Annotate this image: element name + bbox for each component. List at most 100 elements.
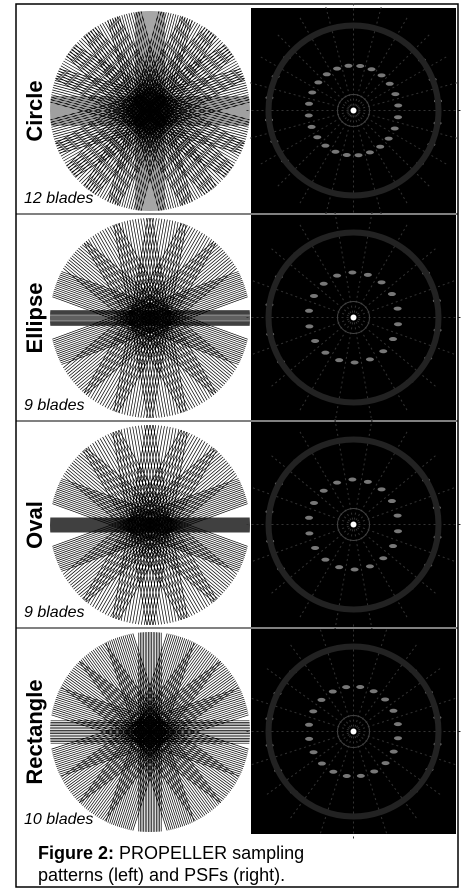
psf-lobe: [393, 306, 402, 311]
psf-streak: [324, 4, 354, 111]
blade-line: [87, 224, 189, 398]
psf-streak: [248, 697, 354, 732]
psf-streak: [353, 524, 458, 563]
psf-lobe: [365, 357, 374, 362]
shape-label: Rectangle: [22, 679, 47, 784]
psf-lobe: [335, 358, 344, 363]
psf-lobe: [308, 90, 317, 95]
psf-lobe: [319, 281, 328, 286]
psf-streak: [353, 317, 458, 356]
blade-line: [66, 468, 221, 598]
psf-lobe: [305, 308, 314, 313]
psf-streak: [249, 279, 354, 318]
psf-streak: [247, 81, 354, 111]
psf-streak: [353, 4, 383, 111]
psf-lobe: [307, 124, 316, 129]
blade-line: [117, 448, 219, 623]
psf-streak: [264, 666, 354, 732]
psf-lobe: [311, 545, 320, 550]
psf-lobe: [384, 136, 393, 141]
caption: Figure 2: PROPELLER sampling patterns (l…: [38, 842, 368, 886]
blade-line: [103, 660, 222, 823]
blade-line: [58, 290, 247, 360]
psf-streak: [247, 110, 354, 140]
psf-streak: [298, 428, 354, 525]
psf-lobe: [321, 350, 330, 355]
blade-line: [53, 483, 242, 553]
psf-lobe: [389, 544, 398, 549]
psf-lobe: [377, 280, 386, 285]
psf-streak: [257, 110, 354, 166]
psf-halo: [337, 301, 370, 334]
blade-line: [52, 479, 241, 549]
psf-streak: [324, 110, 354, 217]
shape-label: Circle: [22, 80, 47, 141]
psf-lobe: [311, 338, 320, 343]
psf-streak: [353, 524, 439, 596]
blade-line: [68, 247, 222, 377]
psf-lobe: [348, 477, 357, 482]
psf-streak: [353, 486, 458, 525]
blade-line: [84, 266, 239, 397]
psf-lobe: [356, 773, 365, 778]
psf-ring: [265, 643, 442, 820]
blade-line: [70, 72, 244, 174]
psf-lobe: [333, 66, 342, 71]
psf-lobe: [377, 487, 386, 492]
psf-streak: [353, 110, 409, 207]
psf-lobe: [305, 722, 314, 727]
psf-lobe: [363, 272, 372, 277]
blade-line: [56, 48, 230, 150]
psf-lobe: [329, 769, 338, 774]
blade-line: [109, 444, 211, 618]
psf-lobe: [309, 709, 318, 714]
blade-line: [79, 245, 234, 375]
blade-line: [78, 641, 197, 804]
blade-line: [81, 644, 201, 807]
psf-streak: [298, 14, 354, 111]
psf-lobe: [389, 749, 398, 754]
psf-lobe: [394, 103, 403, 108]
psf-lobe: [393, 722, 402, 727]
blade-line: [59, 499, 248, 569]
psf-lobe: [356, 685, 365, 690]
blade-count: 12 blades: [24, 190, 93, 207]
psf-lobe: [393, 322, 402, 327]
blade-line: [55, 46, 229, 148]
blade-line: [52, 481, 241, 551]
blade-line: [82, 221, 184, 395]
blade-line: [111, 238, 213, 412]
psf-streak: [353, 279, 458, 318]
blade-line: [59, 294, 249, 364]
psf-center: [350, 728, 357, 735]
psf-lobe: [309, 500, 318, 505]
psf-halo: [337, 715, 370, 748]
blade-line: [57, 710, 249, 773]
psf-lobe: [342, 685, 351, 690]
blade-line: [79, 452, 234, 582]
psf-streak: [353, 81, 460, 111]
blade-line: [59, 714, 250, 777]
blade-line: [68, 454, 222, 584]
psf-streak: [353, 428, 409, 525]
blade-line: [113, 222, 149, 418]
psf-streak: [298, 524, 354, 621]
pattern-center: [140, 722, 160, 742]
psf-halo: [337, 508, 370, 541]
psf-streak: [248, 731, 354, 766]
psf-streak: [353, 14, 409, 111]
blade-line: [51, 691, 243, 754]
psf-streak: [264, 731, 354, 797]
psf-lobe: [317, 697, 326, 702]
psf-lobe: [333, 273, 342, 278]
psf-lobe: [333, 480, 342, 485]
blade-line: [82, 241, 184, 415]
psf-lobe: [381, 697, 390, 702]
psf-streak: [333, 317, 354, 426]
psf-lobe: [342, 152, 351, 157]
psf-streak: [353, 697, 459, 732]
psf-lobe: [379, 349, 388, 354]
blade-line: [78, 466, 232, 596]
